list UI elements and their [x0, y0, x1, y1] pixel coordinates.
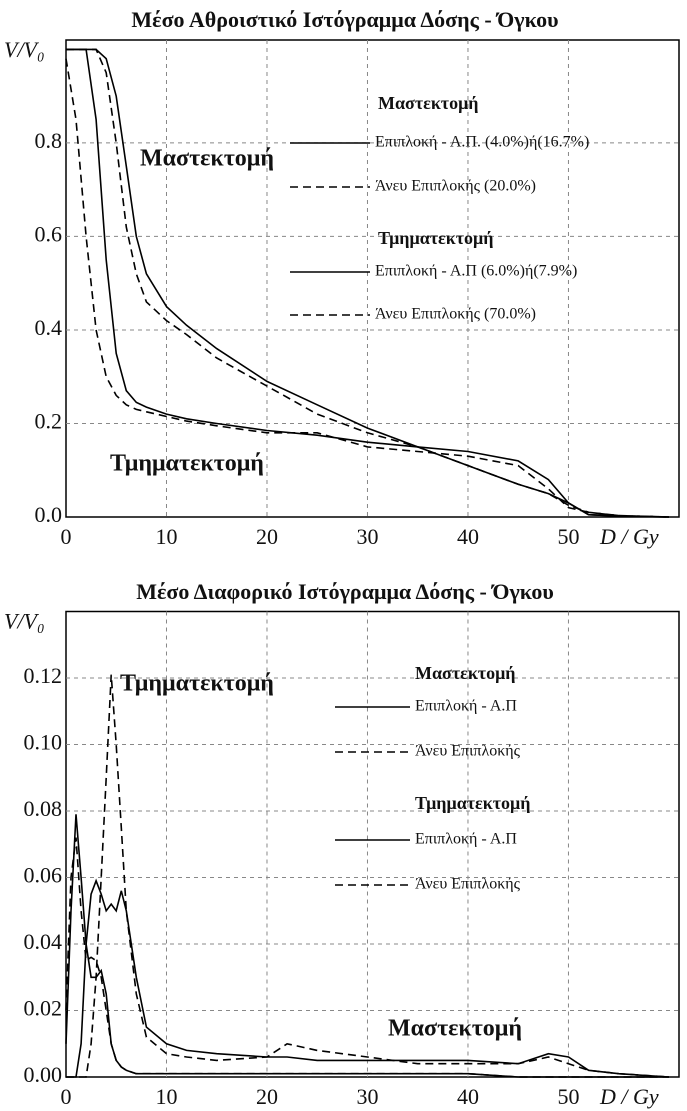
- y-tick-label: 0.2: [35, 409, 63, 434]
- x-tick-label: 10: [155, 524, 177, 549]
- annotation: Τμηματεκτομή: [110, 451, 264, 477]
- x-tick-label: 50: [557, 524, 579, 549]
- annotation: Μαστεκτομή: [388, 1016, 522, 1042]
- y-tick-label: 0.08: [24, 796, 63, 821]
- legend-heading: Μαστεκτομή: [415, 663, 516, 683]
- series-line: [66, 48, 670, 518]
- x-tick-label: 0: [61, 524, 72, 549]
- y-axis-label: V/V₀: [4, 37, 45, 62]
- plot-frame: [65, 610, 680, 1078]
- x-tick-label: 20: [256, 1084, 278, 1109]
- chart-title: Μέσο Αθροιστικό Ιστόγραμμα Δόσης - Όγκου: [131, 7, 558, 32]
- legend-label: Άνευ Επιπλοκής (20.0%): [375, 178, 536, 195]
- y-axis-label: V/V₀: [4, 609, 45, 634]
- x-tick-label: 30: [356, 1084, 378, 1109]
- y-tick-label: 0.00: [24, 1062, 63, 1087]
- legend-heading: Τμηματεκτομή: [415, 793, 530, 813]
- y-tick-label: 0.4: [35, 315, 63, 340]
- series-line: [65, 58, 670, 518]
- series-line: [66, 48, 670, 518]
- y-tick-label: 0.06: [24, 863, 63, 888]
- series-line: [66, 674, 670, 1078]
- legend-heading: Τμηματεκτομή: [378, 228, 493, 248]
- annotation: Τμηματεκτομή: [120, 671, 274, 697]
- x-tick-label: 50: [557, 1084, 579, 1109]
- x-tick-label: 40: [457, 1084, 479, 1109]
- legend-label: Άνευ Επιπλοκής: [415, 876, 521, 893]
- plot-frame: [65, 39, 680, 518]
- chart-title: Μέσο Διαφορικό Ιστόγραμμα Δόσης - Όγκου: [136, 579, 554, 604]
- x-tick-label: 40: [457, 524, 479, 549]
- y-tick-label: 0.10: [24, 730, 63, 755]
- y-tick-label: 0.04: [24, 929, 63, 954]
- x-tick-label: 0: [61, 1084, 72, 1109]
- y-tick-label: 0.0: [35, 502, 63, 527]
- legend-label: Άνευ Επιπλοκής (70.0%): [375, 306, 536, 323]
- annotation: Μαστεκτομή: [140, 146, 274, 172]
- legend-label: Επιπλοκή - Α.Π. (4.0%)ή(16.7%): [375, 134, 589, 151]
- x-tick-label: 20: [256, 524, 278, 549]
- x-tick-label: 10: [155, 1084, 177, 1109]
- legend-label: Άνευ Επιπλοκής: [415, 743, 521, 760]
- x-tick-label: 30: [356, 524, 378, 549]
- x-axis-label: D / Gy: [599, 524, 659, 549]
- y-tick-label: 0.6: [35, 221, 63, 246]
- legend-label: Επιπλοκή - Α.Π (6.0%)ή(7.9%): [375, 263, 577, 280]
- y-tick-label: 0.12: [24, 663, 63, 688]
- legend-heading: Μαστεκτομή: [378, 93, 479, 113]
- series-line: [65, 837, 669, 1078]
- y-tick-label: 0.02: [24, 996, 63, 1021]
- legend-label: Επιπλοκή - Α.Π: [415, 831, 517, 848]
- x-axis-label: D / Gy: [599, 1084, 659, 1109]
- y-tick-label: 0.8: [35, 128, 63, 153]
- legend-label: Επιπλοκή - Α.Π: [415, 698, 517, 715]
